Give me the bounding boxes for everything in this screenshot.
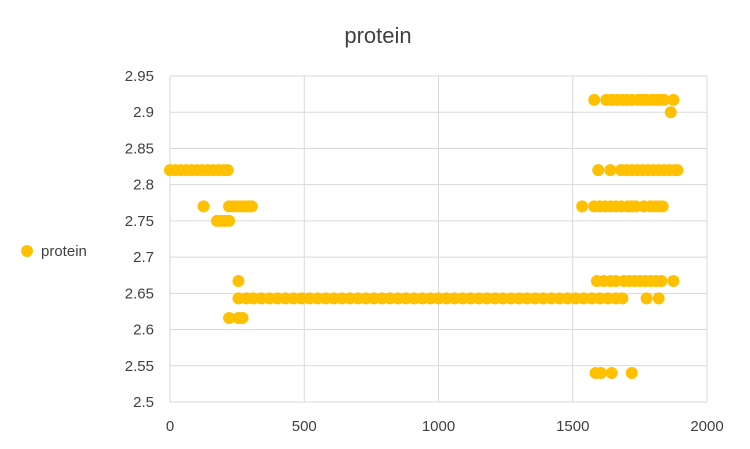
data-point bbox=[223, 311, 236, 324]
y-tick-label: 2.95 bbox=[125, 68, 154, 85]
data-point bbox=[667, 275, 680, 288]
data-point bbox=[604, 164, 617, 177]
y-tick-label: 2.5 bbox=[133, 394, 154, 411]
y-tick-label: 2.6 bbox=[133, 322, 154, 339]
data-point bbox=[667, 93, 680, 106]
y-tick-label: 2.65 bbox=[125, 285, 154, 302]
data-point bbox=[223, 214, 236, 227]
chart-title: protein bbox=[344, 23, 411, 48]
data-points bbox=[164, 93, 684, 380]
data-point bbox=[652, 292, 665, 305]
x-tick-label: 0 bbox=[166, 418, 174, 435]
data-point bbox=[640, 292, 653, 305]
data-point bbox=[656, 200, 669, 213]
y-tick-label: 2.75 bbox=[125, 213, 154, 230]
data-point bbox=[588, 93, 601, 106]
legend-marker bbox=[21, 245, 33, 257]
y-tick-label: 2.85 bbox=[125, 140, 154, 157]
x-tick-label: 500 bbox=[292, 418, 317, 435]
data-point bbox=[245, 200, 258, 213]
y-tick-label: 2.8 bbox=[133, 177, 154, 194]
data-point bbox=[221, 164, 234, 177]
data-point bbox=[655, 275, 668, 288]
legend: protein bbox=[21, 243, 87, 260]
x-tick-label: 2000 bbox=[690, 418, 723, 435]
data-point bbox=[605, 367, 618, 380]
y-tick-label: 2.9 bbox=[133, 104, 154, 121]
data-point bbox=[576, 200, 589, 213]
y-tick-label: 2.7 bbox=[133, 249, 154, 266]
legend-label: protein bbox=[41, 243, 87, 260]
gridlines bbox=[169, 75, 708, 403]
x-axis-ticks: 0 500 1000 1500 2000 bbox=[166, 418, 724, 435]
data-point bbox=[236, 311, 249, 324]
data-point bbox=[594, 367, 607, 380]
data-point bbox=[625, 367, 638, 380]
data-point bbox=[616, 292, 629, 305]
x-tick-label: 1000 bbox=[422, 418, 455, 435]
data-point bbox=[671, 164, 684, 177]
y-axis-ticks: 2.5 2.55 2.6 2.65 2.7 2.75 2.8 2.85 2.9 2.95 bbox=[125, 68, 154, 411]
data-point bbox=[592, 164, 605, 177]
data-point bbox=[197, 200, 210, 213]
data-point bbox=[664, 106, 677, 119]
data-point bbox=[658, 93, 671, 106]
x-tick-label: 1500 bbox=[556, 418, 589, 435]
data-point bbox=[232, 275, 245, 288]
y-tick-label: 2.55 bbox=[125, 358, 154, 375]
